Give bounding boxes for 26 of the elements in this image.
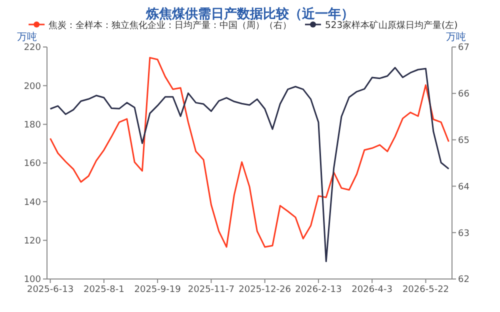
y-tick-label: 160 [24, 159, 42, 170]
y2-tick-label: 63 [458, 228, 470, 239]
y2-tick-label: 67 [458, 43, 470, 54]
y2-axis-title: 万吨 [446, 31, 466, 43]
y-tick-label: 180 [24, 120, 42, 130]
x-tick-label: 2026-4-3 [352, 285, 393, 295]
x-tick-label: 2025-12-26 [238, 285, 292, 295]
y-tick-label: 200 [24, 82, 42, 92]
x-tick-label: 2025-11-7 [188, 285, 234, 295]
x-tick-label: 2025-6-13 [26, 285, 74, 295]
x-tick-label: 2026-5-22 [402, 285, 450, 295]
y2-tick-label: 64 [458, 182, 470, 192]
x-tick-label: 2025-9-19 [134, 285, 182, 295]
x-tick-label: 2025-8-1 [83, 285, 124, 295]
y-tick-label: 140 [24, 198, 42, 208]
y2-tick-label: 65 [458, 136, 470, 146]
y-tick-label: 120 [24, 236, 42, 246]
legend-label: 523家样本矿山原煤日均产量(左) [325, 20, 458, 31]
y2-tick-label: 62 [458, 275, 470, 286]
x-tick-label: 2026-2-13 [295, 285, 342, 295]
y-tick-label: 100 [24, 275, 42, 286]
y-tick-label: 220 [24, 43, 42, 54]
y-axis-title: 万吨 [17, 31, 37, 43]
chart-title: 炼焦煤供需日产数据比较（近一年） [145, 6, 354, 22]
y2-tick-label: 66 [458, 90, 470, 100]
legend-label: 焦炭：全样本：独立焦化企业：日均产量：中国（周）（右） [48, 20, 292, 31]
